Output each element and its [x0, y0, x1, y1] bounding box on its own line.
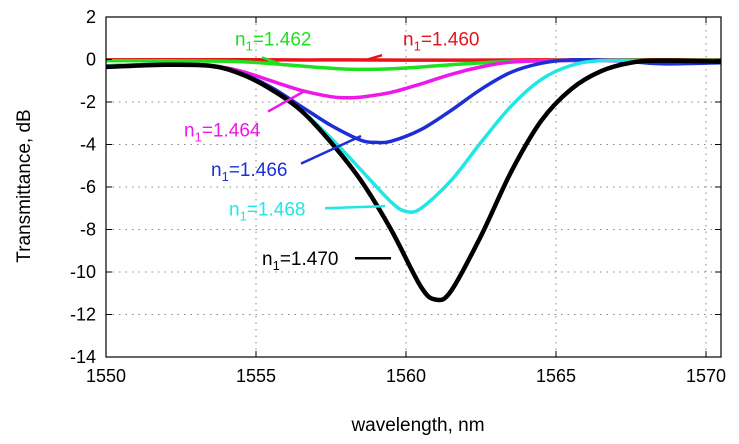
axes-layer: [105, 16, 722, 358]
y-tick-label: -2: [80, 92, 96, 112]
y-tick-label: -6: [80, 177, 96, 197]
grid-layer: [106, 17, 721, 357]
series-annotation-label: n1=1.464: [184, 121, 261, 145]
x-tick-label: 1550: [86, 366, 126, 386]
series-layer: [106, 57, 721, 303]
series-annotation-label: n1=1.470: [262, 249, 338, 273]
annotation-leader-line: [267, 90, 305, 113]
x-tick-label: 1560: [386, 366, 426, 386]
x-tick-label: 1570: [686, 366, 726, 386]
y-tick-label: -14: [70, 347, 96, 367]
annotation-leader-line: [324, 204, 386, 210]
y-tick-label: -4: [80, 135, 96, 155]
x-tick-label: 1555: [236, 366, 276, 386]
y-tick-label: 0: [86, 50, 96, 70]
y-axis-label: Transmittance, dB: [14, 109, 35, 262]
x-tick-label: 1565: [536, 366, 576, 386]
series-annotation-label: n1=1.466: [211, 160, 287, 184]
series-annotation-label: n1=1.462: [235, 29, 311, 53]
y-tick-label: 2: [86, 7, 96, 27]
y-tick-label: -12: [70, 305, 96, 325]
annotation-layer: n1=1.462 n1=1.460 n1=1.464 n1=1.466 n1=1.468…: [184, 29, 479, 273]
y-tick-label: -10: [70, 262, 96, 282]
x-axis-label: wavelength, nm: [350, 415, 484, 436]
tick-label-layer: 1550 1555 1560 1565 1570 2 0 -2 -4 -6 -8 -10 -12 -14: [70, 7, 726, 386]
annotation-leader-line: [363, 54, 383, 62]
annotation-leader-line: [261, 56, 287, 68]
y-tick-label: -8: [80, 220, 96, 240]
series-annotation-label: n1=1.460: [403, 29, 479, 53]
series-annotation-label: n1=1.468: [229, 199, 305, 223]
annotation-leader-line: [300, 134, 362, 165]
series-line-1-470: [106, 58, 721, 303]
